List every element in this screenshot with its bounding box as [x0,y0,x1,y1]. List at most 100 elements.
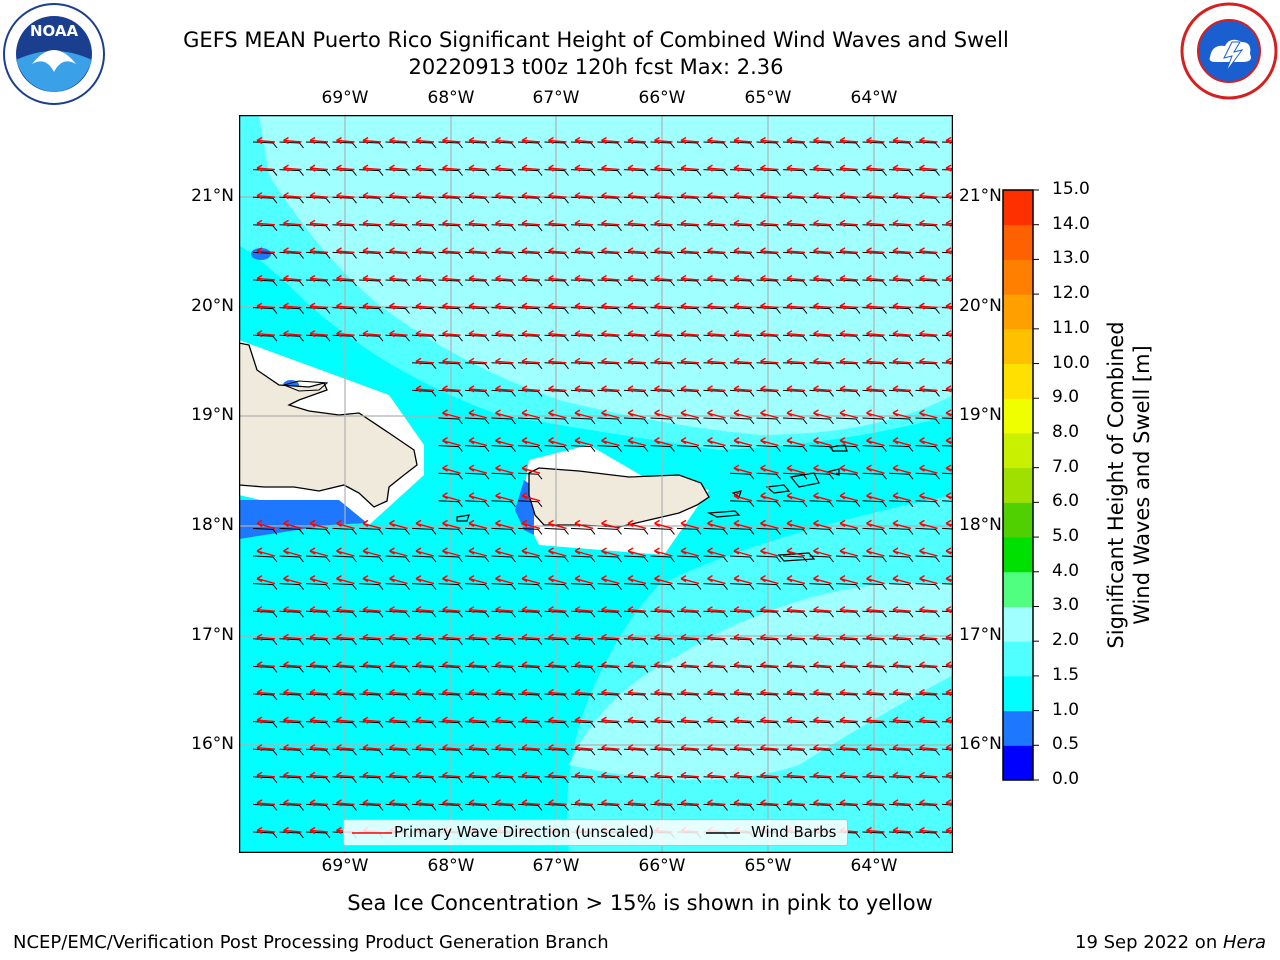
noaa-logo-icon: NOAA [2,2,106,110]
wind-barb [438,417,463,425]
wave-direction-arrow [813,574,832,585]
colorbar-segment [1003,294,1033,330]
wave-direction-arrow [574,799,594,807]
colorbar-segment [1003,328,1033,365]
wave-direction-arrow [945,688,953,697]
colorbar-segment [1003,259,1033,295]
wave-direction-arrow [336,330,355,338]
wave-direction-arrow [468,771,488,779]
wave-direction-arrow [733,574,753,585]
wave-direction-arrow [521,574,541,585]
wind-barb [332,527,357,535]
wave-direction-arrow [627,436,647,447]
wave-direction-arrow [521,136,541,145]
wave-direction-arrow [892,436,912,447]
wave-direction-arrow [760,409,779,419]
colorbar-segment [1003,675,1033,712]
wave-direction-arrow [442,771,461,779]
wave-direction-arrow [786,385,806,393]
wind-barb [385,555,410,563]
wave-direction-arrow [733,247,753,255]
wave-direction-arrow [256,247,276,255]
wave-direction-arrow [919,633,938,641]
wave-direction-arrow [866,492,885,502]
wave-direction-arrow [945,302,953,310]
wind-barb [862,555,887,563]
wind-barb [703,527,728,535]
wave-direction-arrow [362,219,382,227]
wave-direction-arrow [574,574,594,585]
wind-barb [623,583,649,590]
wave-direction-arrow [892,464,912,474]
wave-direction-arrow [574,633,594,641]
wave-direction-arrow [521,688,541,697]
wave-direction-arrow [362,606,382,614]
wave-direction-arrow [760,247,779,255]
wave-direction-arrow [945,826,953,835]
wave-direction-arrow [309,606,329,614]
wave-direction-arrow [866,661,885,669]
wave-direction-arrow [919,357,938,365]
wave-direction-arrow [442,464,461,474]
wind-barb [464,527,490,535]
wave-direction-arrow [574,436,594,447]
wave-direction-arrow [786,357,806,365]
wave-direction-arrow [415,547,435,557]
wave-direction-arrow [309,744,329,752]
wind-barb [782,445,808,452]
wave-direction-arrow [256,274,276,283]
wave-direction-arrow [707,409,726,419]
wave-direction-arrow [336,164,355,172]
wave-direction-arrow [919,492,938,502]
wave-direction-arrow [256,547,276,557]
wave-direction-arrow [442,799,461,807]
wind-barb [491,555,516,563]
wave-direction-arrow [786,464,806,474]
wave-direction-arrow [362,247,382,255]
wave-direction-arrow [892,492,912,502]
wind-barb [597,527,622,535]
colorbar-tick-label: 2.0 [1052,630,1080,651]
wave-direction-arrow [256,219,276,227]
wind-barb [597,417,622,425]
wind-barb [464,472,490,480]
wave-direction-arrow [760,274,779,283]
wave-direction-arrow [707,519,726,530]
wave-direction-arrow [733,688,753,697]
wave-direction-arrow [362,274,382,283]
wave-direction-arrow [574,192,594,200]
colorbar-tick-label: 15.0 [1052,179,1090,199]
wave-direction-arrow [521,436,541,447]
wind-barb [570,445,596,452]
wave-direction-arrow [415,716,435,724]
wave-direction-arrow [839,519,859,530]
wave-direction-arrow [601,330,620,338]
colorbar-tick-label: 1.0 [1052,699,1080,720]
wave-direction-arrow [601,799,620,807]
wave-direction-arrow [468,136,488,145]
wave-direction-arrow [362,574,382,585]
wave-direction-arrow [548,716,567,724]
wave-direction-arrow [892,164,912,172]
wind-barb [544,555,569,563]
wave-direction-arrow [548,164,567,172]
colorbar-tick-label: 0.0 [1052,769,1080,789]
wave-direction-arrow [601,385,620,393]
wave-direction-arrow [733,519,753,530]
wave-direction-arrow [521,357,541,365]
wind-barb [411,583,437,590]
wave-direction-arrow [548,574,567,585]
lat-label-right: 16°N [959,734,1002,754]
wave-direction-arrow [415,771,435,779]
wave-direction-arrow [839,574,859,585]
lon-label-top: 69°W [321,88,369,108]
wave-direction-arrow [760,492,779,502]
wave-direction-arrow [442,409,461,419]
wave-direction-arrow [389,247,408,255]
wave-direction-arrow [866,799,885,807]
wave-direction-arrow [839,606,859,614]
wind-barb [941,527,953,530]
wave-direction-arrow [548,633,567,641]
wave-direction-arrow [442,547,461,557]
run-date: 19 Sep 2022 on Hera [1075,932,1266,953]
